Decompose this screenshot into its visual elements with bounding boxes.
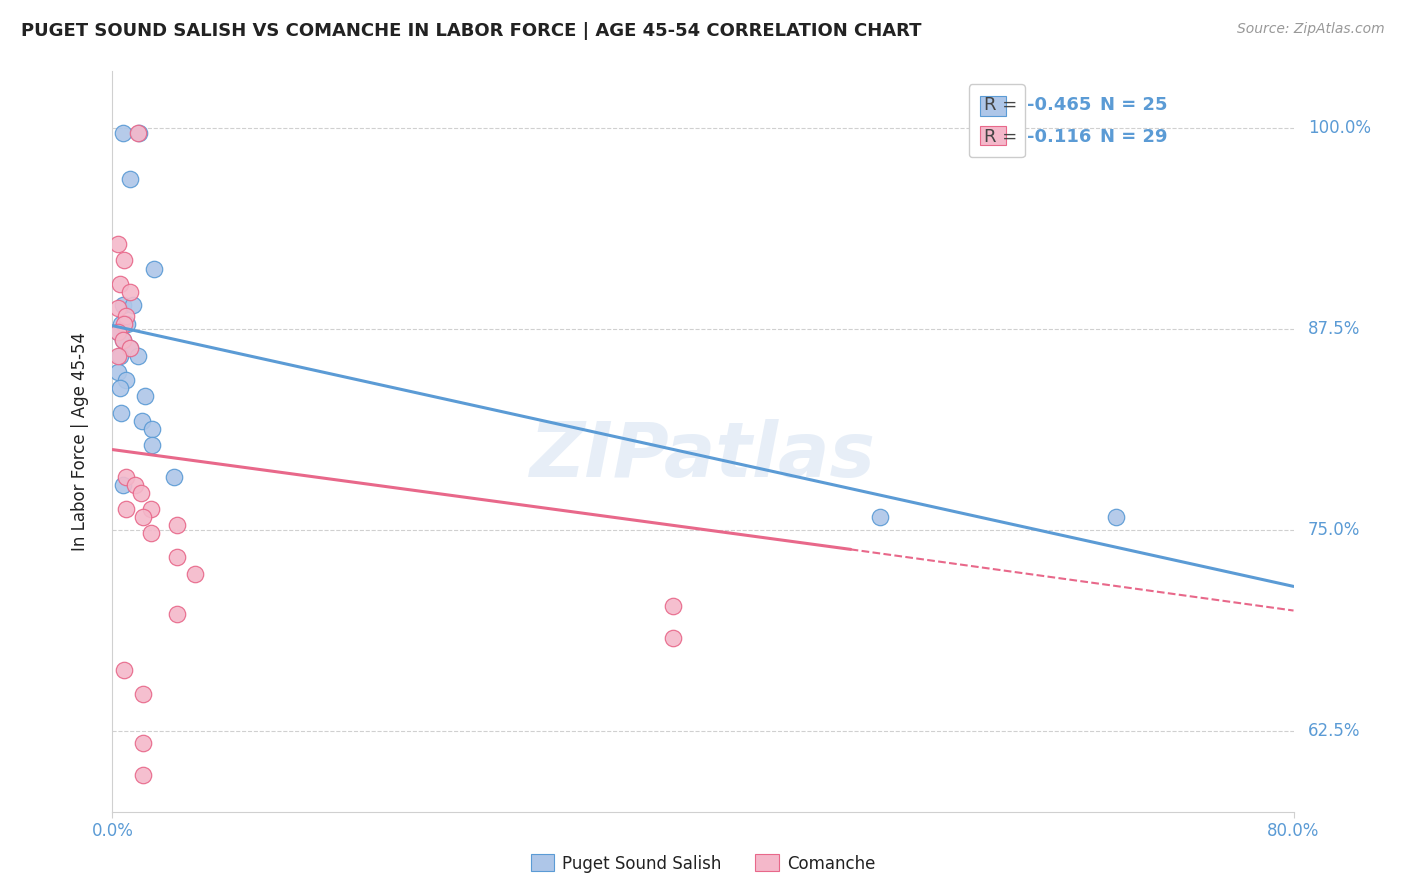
Point [139, 502, 162, 516]
Point [107, 365, 129, 379]
Point [108, 349, 131, 363]
Point [114, 470, 136, 484]
Point [110, 317, 132, 331]
Point [141, 422, 163, 436]
Y-axis label: In Labor Force | Age 45-54: In Labor Force | Age 45-54 [70, 332, 89, 551]
Point [107, 236, 129, 251]
Point [108, 277, 131, 291]
Point [111, 298, 134, 312]
Point [184, 566, 207, 581]
Point [134, 389, 156, 403]
Point [120, 341, 142, 355]
Point [111, 333, 134, 347]
Point [139, 526, 162, 541]
Point [132, 510, 155, 524]
Point [112, 317, 135, 331]
Point [662, 599, 685, 613]
Point [111, 333, 134, 347]
Text: Source: ZipAtlas.com: Source: ZipAtlas.com [1237, 22, 1385, 37]
Point [111, 478, 134, 492]
Point [166, 550, 188, 565]
Point [1105, 510, 1128, 524]
Point [142, 262, 165, 277]
Point [112, 663, 135, 677]
Text: -0.116: -0.116 [1026, 128, 1091, 145]
Point [141, 438, 163, 452]
Point [114, 309, 136, 323]
Text: -0.465: -0.465 [1026, 95, 1091, 113]
Text: R =: R = [984, 95, 1024, 113]
Text: N = 25: N = 25 [1099, 95, 1167, 113]
Point [107, 325, 129, 339]
Legend: , : , [969, 84, 1025, 157]
Point [117, 317, 138, 331]
Point [166, 518, 188, 533]
Point [127, 349, 149, 363]
Text: 100.0%: 100.0% [1308, 119, 1371, 136]
Point [127, 126, 149, 140]
Point [108, 381, 131, 395]
Point [163, 470, 186, 484]
Point [107, 325, 129, 339]
Point [122, 298, 145, 312]
Point [129, 486, 152, 500]
Point [114, 502, 136, 516]
Point [132, 687, 155, 701]
Point [110, 406, 132, 420]
Text: R =: R = [984, 128, 1029, 145]
Point [120, 285, 142, 299]
Point [120, 341, 142, 355]
Text: ZIPatlas: ZIPatlas [530, 419, 876, 493]
Point [132, 735, 155, 749]
Point [166, 607, 188, 621]
Point [662, 631, 685, 645]
Text: PUGET SOUND SALISH VS COMANCHE IN LABOR FORCE | AGE 45-54 CORRELATION CHART: PUGET SOUND SALISH VS COMANCHE IN LABOR … [21, 22, 921, 40]
Point [869, 510, 891, 524]
Point [107, 349, 129, 363]
Legend: Puget Sound Salish, Comanche: Puget Sound Salish, Comanche [524, 847, 882, 880]
Point [131, 414, 153, 428]
Point [120, 172, 142, 186]
Point [132, 767, 155, 781]
Point [128, 126, 150, 140]
Point [107, 301, 129, 315]
Point [124, 478, 146, 492]
Text: 87.5%: 87.5% [1308, 320, 1360, 338]
Text: 62.5%: 62.5% [1308, 723, 1360, 740]
Point [114, 373, 136, 387]
Text: 75.0%: 75.0% [1308, 521, 1360, 539]
Text: N = 29: N = 29 [1099, 128, 1167, 145]
Point [112, 252, 135, 267]
Point [111, 126, 134, 140]
